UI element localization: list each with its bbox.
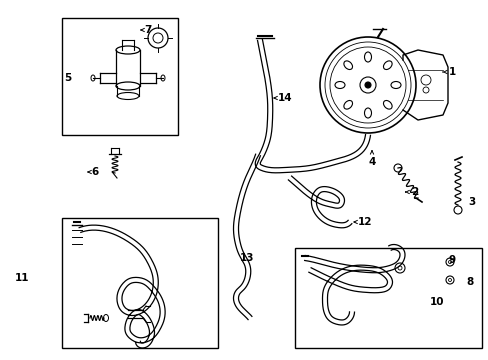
Text: 7: 7 xyxy=(141,25,151,35)
Text: 13: 13 xyxy=(239,253,254,263)
Text: 5: 5 xyxy=(64,73,71,83)
Bar xyxy=(62,218,218,348)
Text: 8: 8 xyxy=(466,277,473,287)
Bar xyxy=(62,18,178,135)
Text: 12: 12 xyxy=(353,217,371,227)
Text: 14: 14 xyxy=(273,93,292,103)
Text: 9: 9 xyxy=(447,255,455,265)
Text: 1: 1 xyxy=(442,67,455,77)
Text: 3: 3 xyxy=(468,197,475,207)
Text: 6: 6 xyxy=(88,167,99,177)
Text: 2: 2 xyxy=(405,187,418,197)
Text: 10: 10 xyxy=(429,297,443,307)
Text: 4: 4 xyxy=(367,151,375,167)
Bar xyxy=(294,248,481,348)
Text: 11: 11 xyxy=(15,273,29,283)
Circle shape xyxy=(364,82,370,88)
